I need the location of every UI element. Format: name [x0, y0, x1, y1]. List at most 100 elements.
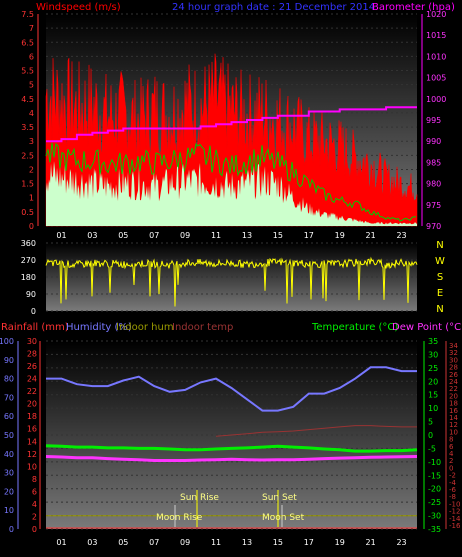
rainfall-tick-label: 20 [27, 400, 37, 409]
humidity-tick-label: 70 [4, 393, 14, 402]
series-line [45, 444, 418, 453]
barometer-tick-label: 1005 [426, 74, 446, 83]
windspeed-tick-label: 2.5 [21, 151, 34, 160]
wind-direction-plot [45, 256, 418, 307]
moon-rise-label: Moon Rise [156, 513, 203, 523]
rainfall-tick-label: 14 [27, 437, 37, 446]
barometer-line-path [46, 106, 417, 143]
temperature-tick-label: -5 [428, 444, 436, 453]
wind-direction-path [45, 256, 418, 307]
graph-title: 24 hour graph date : 21 December 2014 [172, 2, 375, 13]
direction-tick-label: 270 [21, 256, 36, 265]
compass-letter: N [436, 240, 443, 251]
humidity-tick-label: 20 [4, 487, 14, 496]
barometer-tick-label: 1010 [426, 52, 446, 61]
direction-tick-label: 360 [21, 239, 36, 248]
indoor-hum-legend: Indoor hum [116, 322, 174, 333]
temperature-tick-label: -20 [428, 485, 441, 494]
humidity-tick-label: 30 [4, 469, 14, 478]
hour-tick-label: 01 [56, 538, 66, 547]
hour-tick-label: 11 [211, 231, 221, 240]
humidity-tick-label: 100 [0, 337, 14, 346]
dew-point-tick-label: 24 [449, 378, 458, 386]
windspeed-tick-label: 3 [29, 137, 34, 146]
temperature-tick-label: 35 [428, 337, 438, 346]
barometer-tick-label: 1000 [426, 95, 446, 104]
barometer-tick-label: 985 [426, 158, 441, 167]
hour-tick-label: 07 [149, 538, 159, 547]
hour-tick-label: 17 [304, 538, 314, 547]
dew-point-tick-label: -16 [449, 522, 461, 530]
windspeed-tick-label: 3.5 [21, 123, 34, 132]
temperature-tick-label: 10 [428, 404, 438, 413]
hour-tick-label: 09 [180, 231, 190, 240]
humidity-tick-label: 50 [4, 431, 14, 440]
windspeed-tick-label: 1 [29, 194, 34, 203]
windspeed-tick-label: 1.5 [21, 180, 34, 189]
dew-point-tick-label: 0 [449, 464, 453, 472]
barometer-tick-label: 1015 [426, 31, 446, 40]
rainfall-tick-label: 30 [27, 337, 37, 346]
humidity-tick-label: 40 [4, 450, 14, 459]
temperature-legend: Temperature (°C) [311, 322, 398, 333]
dew-point-tick-label: 2 [449, 457, 453, 465]
rainfall-tick-label: 16 [27, 425, 37, 434]
temperature-tick-label: 20 [428, 377, 438, 386]
direction-ticks: 360 270 180 90 0 [21, 239, 36, 316]
windspeed-tick-label: 5 [29, 81, 34, 90]
series-line [45, 455, 418, 462]
indoor-temp-legend: Indoor temp [172, 322, 233, 333]
series-line [46, 366, 417, 412]
dew-point-tick-label: -10 [449, 500, 460, 508]
hour-tick-label: 05 [118, 538, 128, 547]
windspeed-tick-label: 0.5 [21, 208, 34, 217]
windspeed-tick-label: 7.5 [21, 10, 34, 19]
barometer-tick-label: 995 [426, 116, 441, 125]
barometer-tick-label: 975 [426, 201, 441, 210]
dew-point-ticks: 3432302826242220181614121086420-2-4-6-8-… [445, 341, 461, 530]
temperature-tick-label: 30 [428, 350, 438, 359]
dew-point-tick-label: -14 [449, 515, 461, 523]
rainfall-tick-label: 8 [32, 475, 37, 484]
barometer-tick-label: 980 [426, 180, 441, 189]
hour-tick-label: 11 [211, 538, 221, 547]
windspeed-tick-label: 4.5 [21, 95, 34, 104]
windspeed-tick-label: 6.5 [21, 38, 34, 47]
barometer-ticks: 1020 1015 1010 1005 1000 995 990 985 980 975 970 [421, 10, 446, 231]
dew-point-tick-label: -4 [449, 479, 457, 487]
rainfall-legend: Rainfall (mm) [1, 322, 69, 333]
windspeed-tick-label: 6 [29, 52, 34, 61]
series-line [215, 425, 417, 437]
dew-point-tick-label: -2 [449, 472, 456, 480]
hour-tick-label: 19 [335, 538, 345, 547]
average-area-path [46, 161, 417, 226]
windspeed-axis-title: Windspeed (m/s) [36, 2, 121, 13]
gust-line-path [45, 142, 417, 222]
hour-tick-label: 23 [396, 231, 406, 240]
rainfall-tick-label: 28 [27, 350, 37, 359]
hour-tick-label: 23 [396, 538, 406, 547]
dew-point-tick-label: 30 [449, 356, 458, 364]
dew-point-tick-label: 4 [449, 450, 454, 458]
dew-point-tick-label: 10 [449, 428, 458, 436]
direction-tick-label: 0 [31, 307, 36, 316]
dew-point-tick-label: -8 [449, 493, 456, 501]
dew-point-tick-label: -12 [449, 508, 460, 516]
humidity-legend: Humidity (%) [66, 322, 132, 333]
direction-tick-label: 180 [21, 273, 36, 282]
dew-point-tick-label: -6 [449, 486, 457, 494]
rainfall-tick-label: 2 [32, 512, 37, 521]
hour-tick-label: 17 [304, 231, 314, 240]
hour-tick-label: 13 [242, 538, 252, 547]
temperature-tick-label: 25 [428, 364, 438, 373]
dew-point-tick-label: 12 [449, 421, 458, 429]
windspeed-tick-label: 2 [29, 165, 34, 174]
barometer-tick-label: 1020 [426, 10, 446, 19]
temperature-tick-label: 15 [428, 391, 438, 400]
dew-point-tick-label: 6 [449, 443, 454, 451]
hour-tick-label: 03 [87, 538, 97, 547]
hour-tick-label: 09 [180, 538, 190, 547]
